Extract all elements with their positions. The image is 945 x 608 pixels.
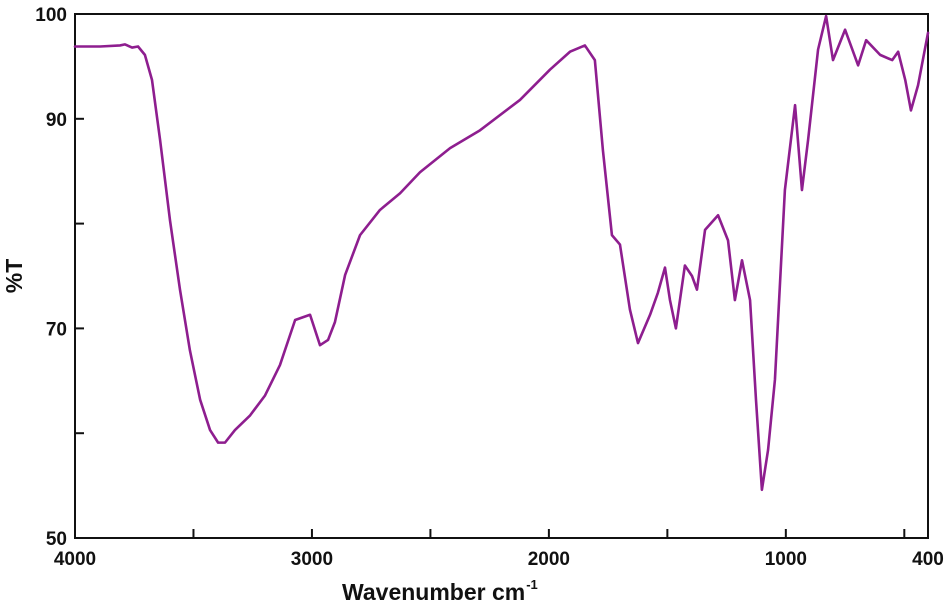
y-tick-label: 70 bbox=[46, 319, 67, 340]
y-tick-label: 100 bbox=[35, 5, 67, 26]
spectrum-line bbox=[73, 14, 930, 492]
x-tick-label: 1000 bbox=[765, 549, 807, 570]
plot-frame bbox=[74, 13, 929, 539]
x-axis-title: Wavenumber cm bbox=[342, 579, 525, 605]
y-tick-label: 90 bbox=[46, 110, 67, 131]
x-tick-label: 3000 bbox=[291, 549, 333, 570]
x-tick-label: 400 bbox=[912, 549, 944, 570]
y-axis-title: %T bbox=[1, 259, 27, 294]
x-tick-label: 2000 bbox=[528, 549, 570, 570]
y-tick-label: 50 bbox=[46, 529, 67, 550]
x-tick-label: 4000 bbox=[54, 549, 96, 570]
x-axis-title-superscript: -1 bbox=[526, 577, 538, 592]
